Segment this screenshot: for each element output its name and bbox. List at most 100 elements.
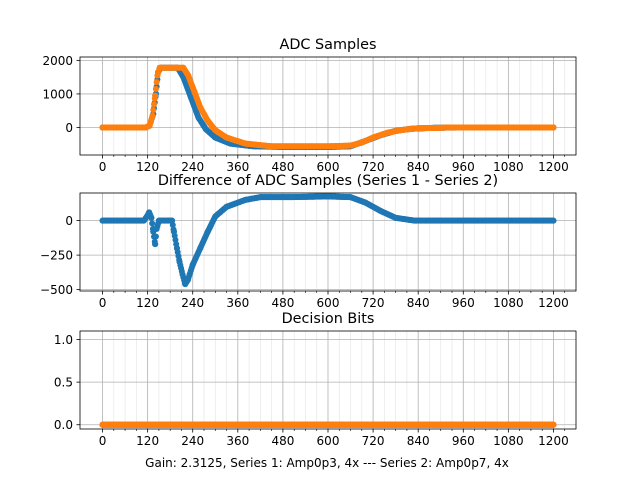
data-point-anchor	[176, 259, 183, 266]
x-tick-label: 120	[136, 296, 159, 310]
x-tick-label: 960	[452, 434, 475, 448]
data-point-anchor	[140, 217, 147, 224]
data-point-anchor	[185, 72, 192, 79]
y-tick-label: 0	[65, 214, 73, 228]
data-point-anchor	[148, 214, 155, 221]
data-point-anchor	[415, 125, 422, 132]
x-tick-label: 1080	[493, 434, 524, 448]
data-point-anchor	[156, 64, 163, 71]
x-tick-label: 600	[317, 434, 340, 448]
data-point-anchor	[204, 228, 211, 235]
x-tick-label: 120	[136, 160, 159, 174]
x-tick-label: 240	[181, 296, 204, 310]
y-tick-label: 0	[65, 121, 73, 135]
x-tick-label: 240	[181, 160, 204, 174]
x-tick-label: 480	[271, 160, 294, 174]
data-point-anchor	[212, 127, 219, 134]
data-point-anchor	[550, 217, 557, 224]
data-point	[150, 106, 157, 113]
x-tick-label: 240	[181, 434, 204, 448]
x-tick-label: 120	[136, 434, 159, 448]
y-tick-label: −500	[40, 283, 73, 297]
data-point-anchor	[392, 214, 399, 221]
x-tick-label: 600	[317, 296, 340, 310]
x-tick-label: 0	[99, 296, 107, 310]
x-tick-label: 480	[271, 296, 294, 310]
x-tick-label: 840	[407, 160, 430, 174]
data-point-anchor	[223, 134, 230, 141]
data-point-anchor	[223, 203, 230, 210]
x-tick-label: 360	[226, 434, 249, 448]
x-tick-label: 480	[271, 434, 294, 448]
chart-title: Difference of ADC Samples (Series 1 - Se…	[158, 173, 498, 189]
x-tick-label: 1200	[538, 434, 569, 448]
data-point-anchor	[137, 124, 144, 131]
data-point-anchor	[212, 134, 219, 141]
axes-frame	[79, 56, 577, 156]
data-point-anchor	[154, 72, 161, 79]
data-point-anchor	[325, 193, 331, 200]
data-point-anchor	[325, 143, 331, 150]
data-point	[153, 79, 160, 86]
data-point-anchor	[370, 134, 377, 141]
panels: 0 120 240 360 480 600 720 840 960 1080 12000100020…	[40, 37, 577, 448]
data-series-1	[99, 193, 557, 288]
data-point-anchor	[99, 217, 106, 224]
data-point-anchor	[146, 122, 153, 129]
data-point-anchor	[173, 245, 180, 252]
data-point-anchor	[347, 142, 354, 149]
x-tick-label: 1080	[493, 296, 524, 310]
data-point	[149, 220, 156, 227]
data-point-anchor	[437, 124, 444, 131]
data-point-anchor	[411, 217, 418, 224]
data-point-anchor	[187, 94, 194, 101]
chart-panel-2: 0 120 240 360 480 600 720 840 960 1080 1200 −500 −25…	[40, 173, 577, 310]
data-point-anchor	[197, 245, 204, 252]
x-tick-label: 360	[226, 160, 249, 174]
data-point-anchor	[153, 225, 160, 232]
data-point	[152, 85, 159, 92]
data-point-anchor	[550, 124, 557, 131]
data-point-anchor	[268, 143, 275, 150]
x-tick-label: 0	[99, 160, 107, 174]
figure-caption: Gain: 2.3125, Series 1: Amp0p3, 4x --- S…	[145, 456, 509, 470]
chart-title: ADC Samples	[279, 37, 376, 53]
data-point-anchor	[180, 64, 187, 71]
x-tick-label: 840	[407, 296, 430, 310]
data-series-2	[99, 64, 557, 150]
data-point-anchor	[377, 207, 384, 214]
x-tick-label: 960	[452, 160, 475, 174]
data-point-anchor	[212, 213, 219, 220]
data-point-anchor	[257, 194, 264, 201]
data-point-anchor	[184, 276, 191, 283]
x-tick-label: 1200	[538, 296, 569, 310]
data-point-anchor	[189, 261, 196, 268]
data-point-anchor	[146, 209, 153, 216]
data-point-anchor	[179, 271, 186, 278]
data-point-anchor	[242, 140, 249, 147]
y-tick-label: 1000	[42, 87, 73, 101]
data-point	[151, 101, 158, 108]
chart-panel-3: 0 120 240 360 480 600 720 840 960 1080 1200 0.0 0.5 1…	[54, 311, 577, 448]
data-point-anchor	[170, 228, 177, 235]
data-point	[169, 222, 176, 229]
axes-frame	[79, 330, 577, 430]
x-tick-label: 720	[362, 434, 385, 448]
data-point	[152, 233, 159, 240]
data-point-anchor	[362, 199, 369, 206]
data-point-anchor	[155, 217, 162, 224]
x-tick-label: 720	[362, 160, 385, 174]
data-point-anchor	[202, 126, 209, 133]
data-point-anchor	[195, 114, 202, 121]
data-point-anchor	[204, 117, 211, 124]
x-tick-label: 720	[362, 296, 385, 310]
y-tick-label: 0.0	[54, 418, 73, 432]
data-point-anchor	[99, 421, 106, 428]
data-point-anchor	[99, 124, 106, 131]
chart-title: Decision Bits	[282, 311, 375, 327]
x-tick-label: 600	[317, 160, 340, 174]
y-tick-label: 1.0	[54, 333, 73, 347]
y-tick-label: −250	[40, 249, 73, 263]
